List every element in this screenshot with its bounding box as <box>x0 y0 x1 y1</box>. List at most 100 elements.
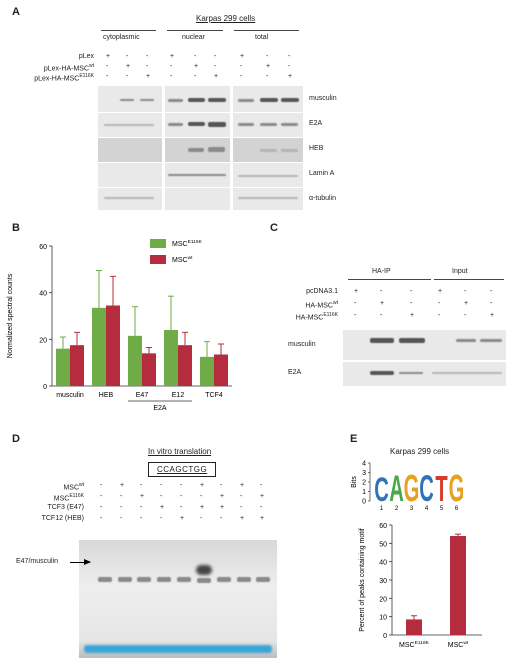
lane-mark: - <box>438 300 441 307</box>
panel-c-letter: C <box>270 222 278 234</box>
lane-mark: + <box>490 312 495 319</box>
lane-mark: - <box>180 504 183 511</box>
band <box>140 99 154 101</box>
panel-d-letter: D <box>12 433 20 445</box>
lane-mark: + <box>126 63 131 70</box>
lane-row-label: TCF3 (E47) <box>47 504 84 511</box>
band <box>120 99 134 101</box>
lane-mark: + <box>200 482 205 489</box>
logo-letter: T <box>435 470 447 510</box>
blot-label-c-musculin: musculin <box>288 341 316 348</box>
band <box>238 175 298 177</box>
lane-mark: - <box>194 53 197 60</box>
band <box>238 197 298 199</box>
y-tick-label: 20 <box>39 337 47 344</box>
lane-mark: + <box>214 73 219 80</box>
lane-mark: - <box>170 63 173 70</box>
lane-mark: - <box>490 288 493 295</box>
band <box>208 147 225 152</box>
band <box>168 123 183 126</box>
lane-mark: - <box>160 493 163 500</box>
band <box>188 122 205 126</box>
logo-position-label: 2 <box>395 506 399 512</box>
lane-mark: + <box>146 73 151 80</box>
lane-mark: - <box>200 493 203 500</box>
lane-mark: - <box>220 515 223 522</box>
lane-mark: - <box>180 493 183 500</box>
emsa-gel <box>79 540 277 658</box>
lane-mark: - <box>354 300 357 307</box>
label-text: MSCwt <box>448 640 469 649</box>
lane-mark: - <box>214 63 217 70</box>
bar <box>200 356 214 386</box>
logo-letter: G <box>404 467 420 509</box>
x-tick-label: musculin <box>56 392 84 399</box>
lane-mark: + <box>410 312 415 319</box>
lane-mark: + <box>260 493 265 500</box>
lane-mark: - <box>140 504 143 511</box>
lane-mark: - <box>288 63 291 70</box>
lane-mark: - <box>100 482 103 489</box>
bar <box>178 345 192 386</box>
lane-mark: - <box>220 482 223 489</box>
lane-mark: - <box>160 482 163 489</box>
panel-a-letter: A <box>12 6 20 18</box>
fraction-label-cytoplasmic: cytoplasmic <box>103 34 140 41</box>
band <box>260 123 277 126</box>
band <box>208 98 226 102</box>
group-label-input: Input <box>452 268 468 275</box>
bar <box>92 307 106 386</box>
lane-mark: - <box>266 53 269 60</box>
lane-row-label: MSCE116K <box>53 493 84 503</box>
y-tick-label: 0 <box>383 633 387 640</box>
bar <box>164 330 178 386</box>
logo-y-tick-label: 1 <box>362 489 366 496</box>
lane-mark: - <box>438 312 441 319</box>
y-tick-label: 30 <box>379 578 387 585</box>
lane-mark: + <box>180 515 185 522</box>
blot-label-tubulin: α-tubulin <box>309 195 337 202</box>
lane-mark: - <box>146 53 149 60</box>
probe-sequence: CCAGCTGG <box>148 462 217 477</box>
legend-swatch <box>150 255 166 264</box>
blot-label-e2a: E2A <box>309 120 323 127</box>
y-axis-label: Percent of peaks containing motif <box>359 528 366 632</box>
lane-mark: - <box>160 515 163 522</box>
band <box>238 123 254 126</box>
fraction-label-nuclear: nuclear <box>182 34 205 41</box>
complex-band <box>196 565 212 575</box>
label-text: MSCwt <box>172 255 193 264</box>
blot-c-musculin <box>343 330 506 360</box>
lane-mark: + <box>220 504 225 511</box>
logo-letter: A <box>389 469 404 510</box>
blot-label-lamin-a: Lamin A <box>309 170 335 177</box>
lane-mark: - <box>410 288 413 295</box>
lane-mark: - <box>100 504 103 511</box>
y-tick-label: 60 <box>379 523 387 530</box>
label-text: MSCE116K <box>172 239 203 248</box>
band <box>188 98 205 102</box>
legend-swatch <box>150 239 166 248</box>
lane-mark: + <box>106 53 111 60</box>
y-axis-label: Normalized spectral counts <box>7 273 14 358</box>
lane-mark: - <box>120 515 123 522</box>
lane-mark: + <box>220 493 225 500</box>
band <box>281 123 298 126</box>
band-label: E47/musculin <box>16 558 59 565</box>
x-tick-label: E47 <box>136 392 149 399</box>
x-tick-label: E12 <box>172 392 185 399</box>
arrow-right-icon <box>84 559 91 565</box>
lane-mark: - <box>146 63 149 70</box>
lane-mark: + <box>464 300 469 307</box>
lane-mark: + <box>120 482 125 489</box>
free-probe-band <box>84 645 272 653</box>
lane-mark: - <box>240 73 243 80</box>
panel-e-letter: E <box>350 433 358 445</box>
band <box>456 339 476 342</box>
lane-mark: + <box>288 73 293 80</box>
lane-row-label: pLex-HA-MSCwt <box>43 63 94 73</box>
lane-mark: + <box>380 300 385 307</box>
lane-mark: - <box>288 53 291 60</box>
lane-mark: - <box>380 288 383 295</box>
